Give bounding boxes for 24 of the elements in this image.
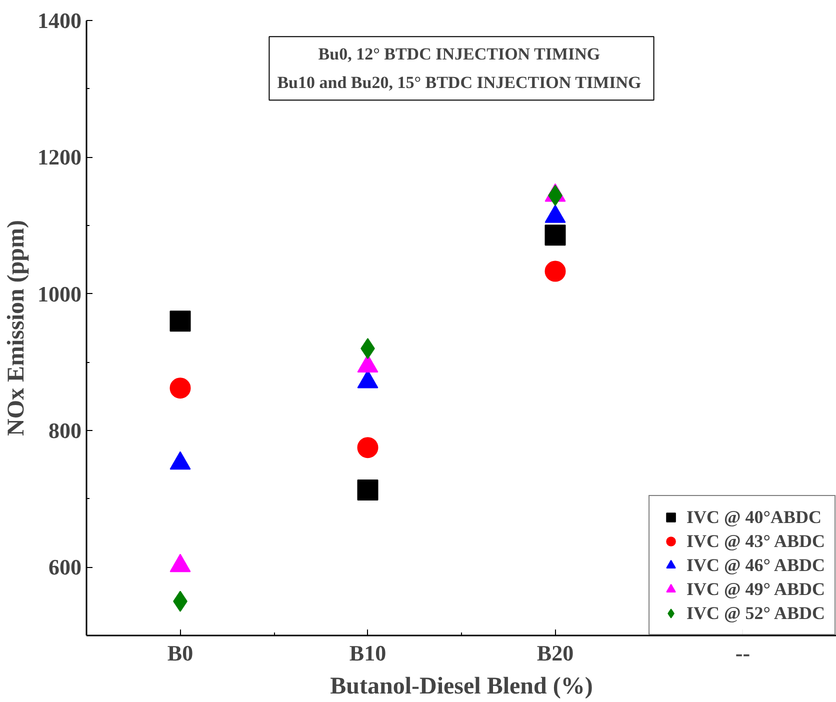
- y-tick-label: 1200: [38, 144, 82, 170]
- annotation: Bu0, 12° BTDC INJECTION TIMING: [318, 44, 600, 64]
- y-axis-title: NOx Emission (ppm): [4, 220, 30, 436]
- annotation: Bu10 and Bu20, 15° BTDC INJECTION TIMING: [277, 73, 642, 92]
- x-axis-title: Butanol-Diesel Blend (%): [330, 674, 593, 700]
- x-tick-label: B0: [167, 640, 194, 666]
- x-tick-label: --: [735, 640, 750, 666]
- point: [544, 260, 566, 282]
- legend-label: IVC @ 49° ABDC: [686, 578, 825, 600]
- y-tick-label: 800: [48, 418, 82, 443]
- y-tick-label: 600: [48, 554, 82, 580]
- legend-label: IVC @ 40°ABDC: [686, 506, 822, 528]
- point: [357, 437, 378, 458]
- legend-label: IVC @ 46° ABDC: [686, 554, 825, 576]
- point: [544, 224, 566, 246]
- legend-label: IVC @ 52° ABDC: [686, 602, 825, 624]
- point: [170, 310, 191, 332]
- y-tick-label: 1400: [38, 8, 82, 33]
- x-tick-label: B20: [536, 640, 574, 666]
- y-tick-label: 1000: [38, 281, 82, 306]
- point: [357, 479, 378, 500]
- x-tick-label: B10: [349, 640, 386, 666]
- legend-label: IVC @ 43° ABDC: [686, 530, 825, 552]
- point: [170, 378, 191, 399]
